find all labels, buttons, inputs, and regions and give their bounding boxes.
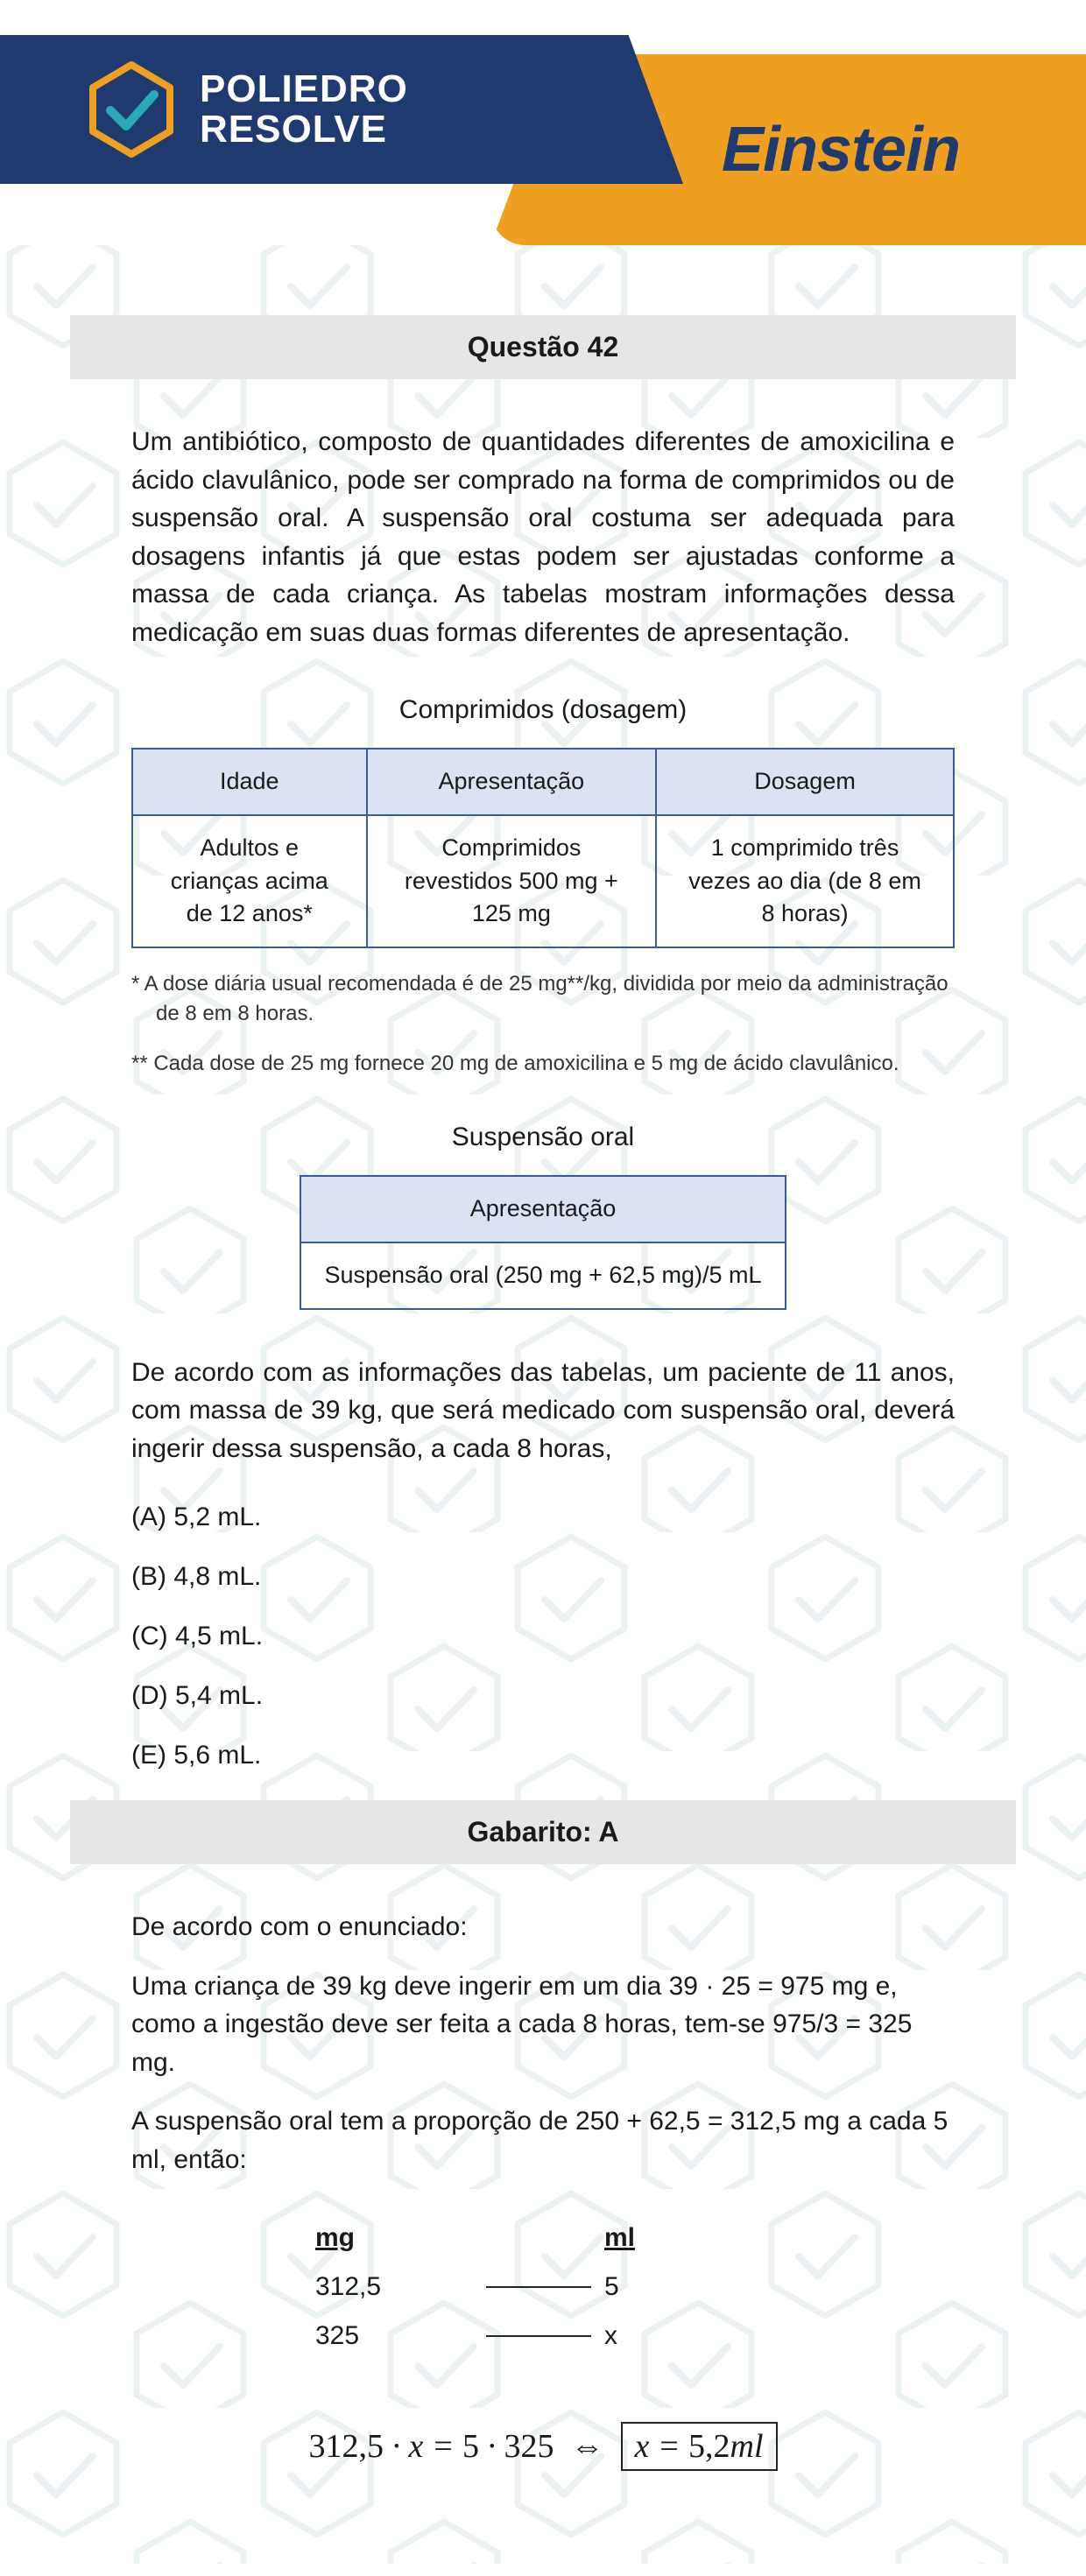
brand-hex-icon (88, 61, 175, 158)
proportion-block: mg ml 312,5 5 325 x (315, 2214, 771, 2361)
option-d: (D) 5,4 mL. (131, 1681, 955, 1711)
option-a: (A) 5,2 mL. (131, 1503, 955, 1532)
answer-p1: De acordo com o enunciado: (131, 1908, 955, 1946)
option-e: (E) 5,6 mL. (131, 1741, 955, 1770)
table2-title: Suspensão oral (131, 1123, 955, 1152)
prop-r1-left: 312,5 (315, 2272, 473, 2302)
table1-col-idade: Idade (132, 749, 367, 815)
question-body: Um antibiótico, composto de quantidades … (70, 423, 1016, 1770)
brand-lockup: POLIEDRO RESOLVE (88, 61, 408, 158)
answer-body: De acordo com o enunciado: Uma criança d… (70, 1908, 1016, 2471)
table1-cell-apresentacao: Comprimidos revestidos 500 mg + 125 mg (367, 815, 657, 947)
table-row: Suspensão oral (250 mg + 62,5 mg)/5 mL (300, 1242, 785, 1309)
footnote-1: * A dose diária usual recomendada é de 2… (131, 969, 955, 1028)
prop-hdr-left: mg (315, 2223, 473, 2253)
final-equation: 312,5 · x = 5 · 325 ⇔ x = 5,2ml (131, 2422, 955, 2471)
options-list: (A) 5,2 mL. (B) 4,8 mL. (C) 4,5 mL. (D) … (131, 1503, 955, 1770)
question-title-band: Questão 42 (70, 315, 1016, 379)
option-b-text: 4,8 mL. (173, 1562, 261, 1591)
prop-r1-right: 5 (604, 2272, 709, 2302)
answer-p2: Uma criança de 39 kg deve ingerir em um … (131, 1967, 955, 2082)
subject-title: Einstein (722, 114, 960, 186)
prop-r2-left: 325 (315, 2321, 473, 2351)
answer-title-band: Gabarito: A (70, 1800, 1016, 1864)
table-row: Apresentação (300, 1176, 785, 1242)
table2-cell: Suspensão oral (250 mg + 62,5 mg)/5 mL (300, 1242, 785, 1309)
table1-title: Comprimidos (dosagem) (131, 695, 955, 725)
option-b: (B) 4,8 mL. (131, 1562, 955, 1592)
header-navy-banner: POLIEDRO RESOLVE (0, 35, 683, 184)
table-row: Idade Apresentação Dosagem (132, 749, 954, 815)
table-row: Adultos e crianças acima de 12 anos* Com… (132, 815, 954, 947)
option-c: (C) 4,5 mL. (131, 1622, 955, 1651)
brand-text: POLIEDRO RESOLVE (200, 69, 408, 150)
option-e-text: 5,6 mL. (173, 1741, 261, 1770)
page-root: Einstein POLIEDRO RESOLVE Questão 42 Um … (0, 0, 1086, 2576)
dash-icon (486, 2286, 591, 2288)
question-prompt: Um antibiótico, composto de quantidades … (131, 423, 955, 651)
table-comprimidos: Idade Apresentação Dosagem Adultos e cri… (131, 748, 955, 948)
prop-r2-right: x (604, 2321, 709, 2351)
table1-col-apresentacao: Apresentação (367, 749, 657, 815)
table1-cell-dosagem: 1 comprimido três vezes ao dia (de 8 em … (656, 815, 954, 947)
option-d-text: 5,4 mL. (175, 1681, 263, 1710)
question-followup: De acordo com as informações das tabelas… (131, 1354, 955, 1468)
footnote-2: ** Cada dose de 25 mg fornece 20 mg de a… (131, 1049, 955, 1079)
table1-col-dosagem: Dosagem (656, 749, 954, 815)
brand-line2: RESOLVE (200, 109, 408, 150)
answer-p3: A suspensão oral tem a proporção de 250 … (131, 2102, 955, 2178)
page-header: Einstein POLIEDRO RESOLVE (0, 0, 1086, 254)
brand-line1: POLIEDRO (200, 69, 408, 109)
content-area: Questão 42 Um antibiótico, composto de q… (0, 254, 1086, 2576)
prop-hdr-right: ml (604, 2223, 709, 2253)
option-c-text: 4,5 mL. (175, 1622, 263, 1650)
option-a-text: 5,2 mL. (173, 1503, 261, 1531)
table2-header: Apresentação (300, 1176, 785, 1242)
table1-cell-idade: Adultos e crianças acima de 12 anos* (132, 815, 367, 947)
table-suspensao: Apresentação Suspensão oral (250 mg + 62… (300, 1175, 786, 1310)
dash-icon (486, 2335, 591, 2337)
